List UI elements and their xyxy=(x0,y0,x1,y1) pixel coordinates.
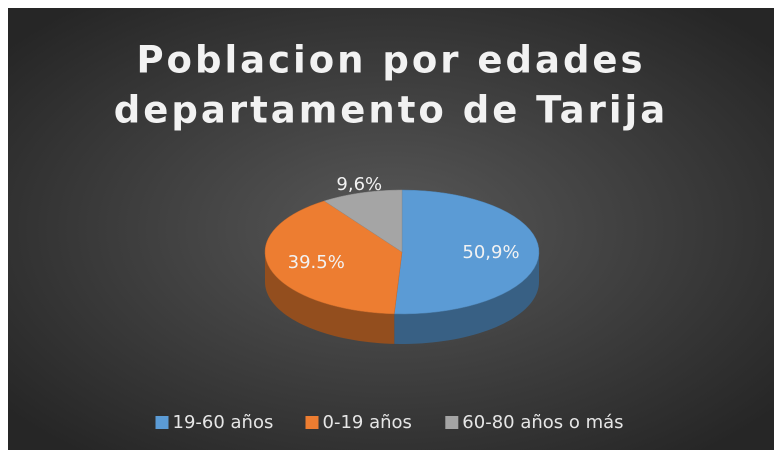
legend-swatch xyxy=(445,416,459,429)
legend-label: 0-19 años xyxy=(323,412,412,433)
legend-label: 19-60 años xyxy=(173,412,274,433)
legend-swatch xyxy=(155,416,169,429)
chart-title: departamento de Tarija xyxy=(114,89,668,132)
data-label: 9,6% xyxy=(336,174,382,195)
slice xyxy=(393,189,540,315)
chart-title: Poblacion por edades xyxy=(136,39,645,82)
slice-side xyxy=(265,252,395,344)
slice-side xyxy=(394,252,539,344)
data-label: 39.5% xyxy=(288,252,345,273)
data-label: 50,9% xyxy=(462,242,519,263)
legend-swatch xyxy=(305,416,319,429)
legend-label: 60-80 años o más xyxy=(462,412,623,433)
slice xyxy=(264,200,403,315)
slice xyxy=(323,189,403,253)
